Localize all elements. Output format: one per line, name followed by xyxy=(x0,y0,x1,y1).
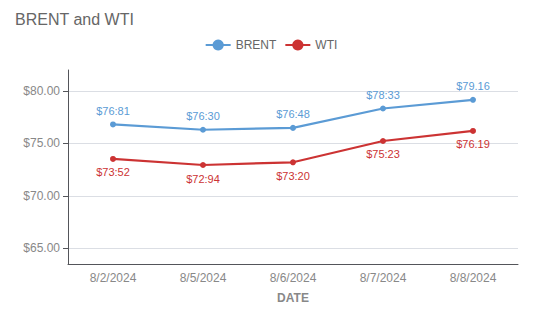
svg-text:BRENT and WTI: BRENT and WTI xyxy=(15,11,134,28)
svg-text:8/7/2024: 8/7/2024 xyxy=(360,271,407,285)
svg-text:$76:30: $76:30 xyxy=(186,110,220,122)
svg-text:$73:52: $73:52 xyxy=(96,166,130,178)
svg-text:$75.00: $75.00 xyxy=(23,136,60,150)
svg-text:8/5/2024: 8/5/2024 xyxy=(180,271,227,285)
svg-text:$76:81: $76:81 xyxy=(96,105,130,117)
svg-text:$65.00: $65.00 xyxy=(23,241,60,255)
svg-text:8/2/2024: 8/2/2024 xyxy=(90,271,137,285)
svg-text:8/6/2024: 8/6/2024 xyxy=(270,271,317,285)
svg-text:DATE: DATE xyxy=(277,291,309,305)
svg-text:$79.16: $79.16 xyxy=(456,80,490,92)
svg-text:$72:94: $72:94 xyxy=(186,173,220,185)
svg-text:8/8/2024: 8/8/2024 xyxy=(450,271,497,285)
svg-text:$70.00: $70.00 xyxy=(23,189,60,203)
svg-text:$78:33: $78:33 xyxy=(366,89,400,101)
svg-text:$76:48: $76:48 xyxy=(276,108,310,120)
svg-text:$73:20: $73:20 xyxy=(276,170,310,182)
svg-text:$75:23: $75:23 xyxy=(366,148,400,160)
svg-text:BRENT: BRENT xyxy=(236,38,277,52)
svg-text:WTI: WTI xyxy=(315,38,337,52)
svg-text:$80.00: $80.00 xyxy=(23,84,60,98)
svg-text:$76.19: $76.19 xyxy=(456,138,490,150)
